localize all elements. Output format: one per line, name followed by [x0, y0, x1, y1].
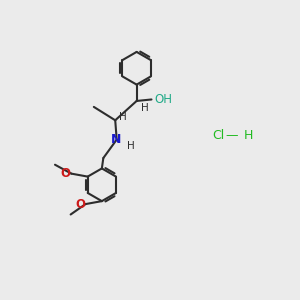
- Text: H: H: [119, 112, 127, 122]
- Text: OH: OH: [154, 93, 172, 106]
- Text: N: N: [111, 133, 121, 146]
- Text: H: H: [141, 103, 149, 113]
- Text: H: H: [127, 140, 135, 151]
- Text: O: O: [61, 167, 71, 180]
- Text: —: —: [226, 129, 238, 142]
- Text: Cl: Cl: [212, 129, 225, 142]
- Text: H: H: [244, 129, 253, 142]
- Text: O: O: [75, 198, 85, 211]
